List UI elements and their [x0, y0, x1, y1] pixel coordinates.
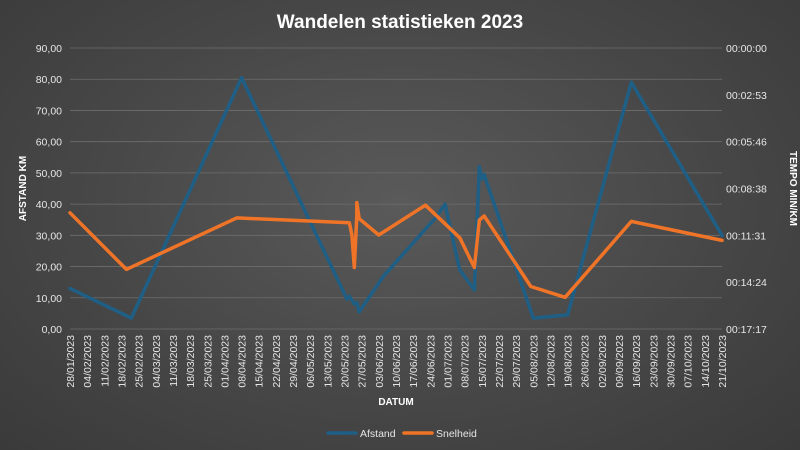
x-tick-label: 30/09/2023	[666, 335, 678, 388]
y-tick-label: 90,00	[36, 43, 62, 55]
x-tick-label: 15/04/2023	[254, 335, 266, 388]
x-tick-label: 29/04/2023	[288, 335, 300, 388]
x-tick-label: 17/06/2023	[408, 335, 420, 388]
x-tick-label: 09/09/2023	[614, 335, 626, 388]
x-tick-label: 03/06/2023	[374, 335, 386, 388]
x-tick-label: 27/05/2023	[357, 335, 369, 388]
x-tick-label: 29/07/2023	[511, 335, 523, 388]
x-axis-title: DATUM	[378, 397, 413, 408]
y2-tick-label: 00:11:31	[726, 230, 766, 242]
legend-label: Snelheid	[436, 428, 477, 440]
x-tick-label: 18/02/2023	[116, 335, 128, 388]
y-axis-left-title: AFSTAND KM	[18, 156, 29, 221]
x-tick-label: 24/06/2023	[425, 335, 437, 388]
x-tick-label: 08/04/2023	[237, 335, 249, 388]
y-tick-label: 10,00	[36, 293, 62, 305]
gridlines	[70, 47, 722, 330]
y2-tick-label: 00:05:46	[726, 137, 767, 149]
y-tick-label: 20,00	[36, 262, 62, 274]
x-tick-label: 06/05/2023	[305, 335, 317, 388]
x-tick-label: 18/03/2023	[185, 335, 197, 388]
x-tick-label: 19/08/2023	[563, 335, 575, 388]
x-tick-label: 01/07/2023	[442, 335, 454, 388]
series-lines	[68, 75, 724, 320]
x-tick-label: 13/05/2023	[322, 335, 334, 388]
y2-tick-label: 00:08:38	[726, 184, 767, 196]
x-tick-label: 25/02/2023	[134, 335, 146, 388]
y2-tick-label: 00:14:24	[726, 277, 767, 289]
y-tick-label: 70,00	[36, 105, 62, 117]
legend-label: Afstand	[360, 428, 396, 440]
x-tick-label: 23/09/2023	[648, 335, 660, 388]
y-axis-right-title: TEMPO MIN/KM	[787, 151, 798, 226]
y-tick-label: 30,00	[36, 230, 62, 242]
y-tick-label: 40,00	[36, 199, 62, 211]
x-tick-label: 10/06/2023	[391, 335, 403, 388]
x-tick-label: 07/10/2023	[683, 335, 695, 388]
x-axis-ticks: 28/01/2023 04/02/2023 11/02/2023 18/02/2023…	[65, 335, 729, 388]
x-tick-label: 21/10/2023	[717, 335, 729, 388]
x-tick-label: 11/02/2023	[99, 335, 111, 387]
x-tick-label: 12/08/2023	[545, 335, 557, 388]
x-tick-label: 02/09/2023	[597, 335, 609, 388]
y-tick-label: 0,00	[42, 324, 63, 336]
x-tick-label: 25/03/2023	[202, 335, 214, 388]
x-tick-label: 26/08/2023	[580, 335, 592, 388]
x-tick-label: 14/10/2023	[700, 335, 712, 388]
x-tick-label: 20/05/2023	[340, 335, 352, 388]
y2-tick-label: 00:17:17	[726, 324, 767, 336]
y-tick-label: 60,00	[36, 137, 62, 149]
y-tick-label: 80,00	[36, 74, 62, 86]
x-tick-label: 04/02/2023	[82, 335, 94, 388]
series-line-snelheid	[68, 200, 724, 300]
x-tick-label: 04/03/2023	[151, 335, 163, 388]
x-tick-label: 16/09/2023	[631, 335, 643, 388]
y-axis-left-ticks: 0,00 10,00 20,00 30,00 40,00 50,00 60,00 70,00 8…	[36, 43, 62, 336]
x-tick-label: 22/07/2023	[494, 335, 506, 388]
chart-title: Wandelen statistieken 2023	[277, 12, 523, 33]
x-tick-label: 28/01/2023	[65, 335, 77, 388]
y-tick-label: 50,00	[36, 168, 62, 180]
series-line-afstand	[68, 75, 724, 320]
x-tick-label: 11/03/2023	[168, 335, 180, 387]
x-tick-label: 08/07/2023	[460, 335, 472, 388]
x-tick-label: 22/04/2023	[271, 335, 283, 388]
y2-tick-label: 00:00:00	[726, 43, 767, 55]
x-tick-label: 01/04/2023	[219, 335, 231, 388]
x-tick-label: 15/07/2023	[477, 335, 489, 388]
y-axis-right-ticks: 00:00:00 00:02:53 00:05:46 00:08:38 00:11:31…	[726, 43, 767, 336]
legend: Afstand Snelheid	[326, 428, 477, 440]
y2-tick-label: 00:02:53	[726, 90, 767, 102]
x-tick-label: 05/08/2023	[528, 335, 540, 388]
